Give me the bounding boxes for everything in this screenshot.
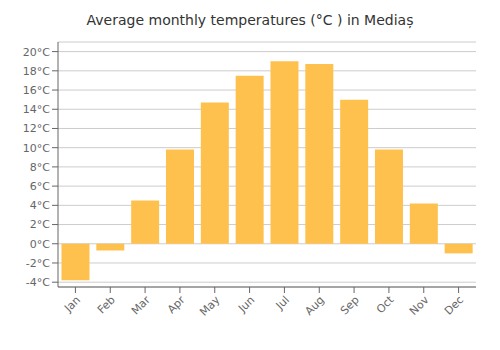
svg-text:16°C: 16°C: [23, 84, 50, 97]
svg-text:0°C: 0°C: [30, 238, 50, 251]
svg-text:14°C: 14°C: [23, 103, 50, 116]
svg-text:20°C: 20°C: [23, 46, 50, 59]
svg-text:10°C: 10°C: [23, 142, 50, 155]
html-text:Average monthly temperatures (: Average monthly temperatures (°C ) in Me…: [86, 12, 414, 28]
svg-text:Nov: Nov: [407, 293, 432, 318]
svg-text:Jan: Jan: [61, 293, 83, 315]
svg-text:Jul: Jul: [273, 293, 292, 312]
svg-text:Feb: Feb: [95, 293, 118, 316]
svg-text:Oct: Oct: [374, 293, 397, 316]
svg-text:2°C: 2°C: [30, 218, 50, 231]
svg-text:6°C: 6°C: [30, 180, 50, 193]
svg-text:Dec: Dec: [442, 293, 466, 317]
svg-text:-4°C: -4°C: [26, 276, 50, 289]
svg-text:18°C: 18°C: [23, 65, 50, 78]
svg-text:Jun: Jun: [235, 293, 257, 315]
svg-text:4°C: 4°C: [30, 199, 50, 212]
svg-text:Mar: Mar: [129, 293, 153, 317]
svg-text:8°C: 8°C: [30, 161, 50, 174]
svg-text:May: May: [197, 293, 223, 319]
svg-text:Aug: Aug: [303, 293, 327, 317]
svg-text:Sep: Sep: [338, 293, 362, 317]
svg-text:12°C: 12°C: [23, 122, 50, 135]
svg-text:-2°C: -2°C: [26, 257, 50, 270]
svg-text:Apr: Apr: [165, 293, 188, 316]
